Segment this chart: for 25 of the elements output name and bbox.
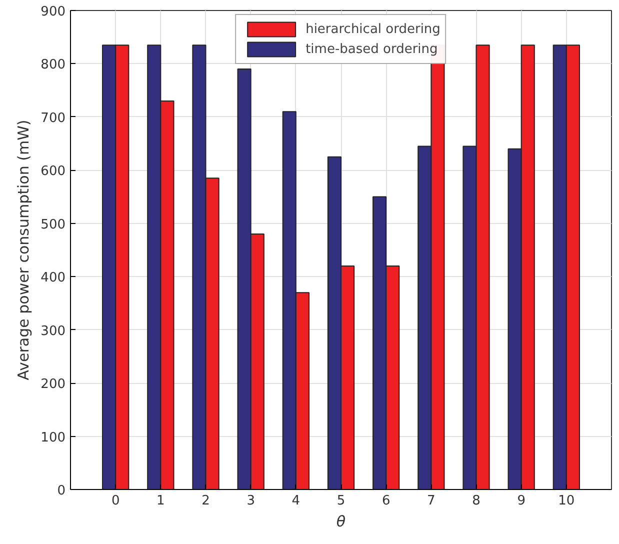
x-tick-label: 7 [427, 494, 436, 508]
y-tick-label: 700 [40, 110, 66, 126]
x-tick-label: 8 [472, 494, 480, 508]
legend-label: time-based ordering [306, 42, 438, 56]
y-tick-label: 200 [40, 377, 66, 392]
x-tick-label: 2 [202, 494, 210, 508]
y-tick-label: 900 [40, 4, 66, 20]
y-axis-title: Average power consumption (mW) [14, 120, 33, 380]
y-tick-label: 400 [40, 270, 66, 286]
x-tick-label: 4 [292, 494, 300, 508]
x-tick-label: 3 [246, 494, 255, 508]
legend-label: hierarchical ordering [306, 22, 440, 36]
y-tick-label: 100 [40, 430, 66, 446]
x-tick-label: 1 [156, 494, 165, 508]
x-tick-label: 0 [111, 494, 120, 508]
y-tick-label: 600 [40, 164, 66, 180]
x-tick-label: 5 [336, 494, 346, 508]
x-tick-label: 9 [517, 494, 526, 508]
y-tick-label: 800 [40, 58, 66, 73]
x-tick-label: 6 [382, 494, 390, 508]
y-tick-label: 0 [57, 484, 66, 498]
y-tick-label: 500 [40, 217, 66, 232]
y-tick-label: 300 [40, 324, 66, 339]
x-tick-label: 10 [558, 494, 575, 508]
x-axis-title: θ [336, 512, 346, 530]
